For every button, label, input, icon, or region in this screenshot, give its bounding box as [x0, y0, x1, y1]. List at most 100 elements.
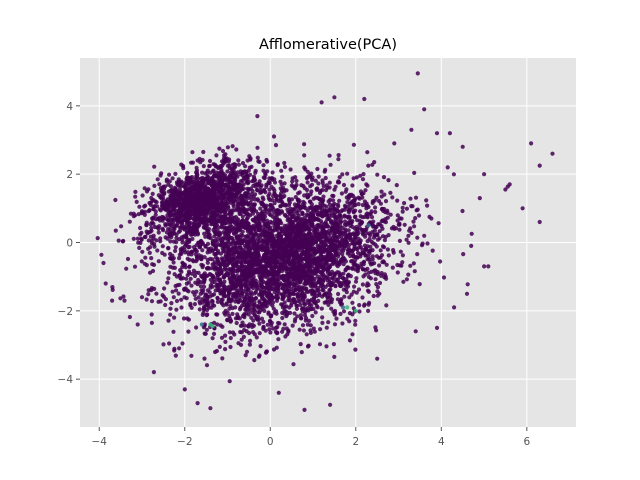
data-point: [339, 209, 344, 214]
data-point: [228, 335, 233, 341]
data-point: [336, 157, 341, 162]
data-point: [427, 214, 432, 219]
data-point: [238, 292, 243, 297]
data-point: [154, 238, 159, 243]
data-point: [160, 203, 165, 208]
data-point: [261, 319, 266, 324]
data-point: [299, 316, 304, 321]
data-point: [351, 253, 356, 259]
data-point: [332, 207, 337, 212]
data-point: [139, 236, 144, 241]
data-point: [297, 208, 302, 213]
data-point: [315, 243, 320, 248]
data-point: [124, 266, 129, 271]
data-point: [172, 226, 177, 231]
data-point: [297, 284, 302, 289]
data-point: [203, 182, 208, 187]
data-point: [132, 264, 138, 269]
data-point: [189, 186, 194, 192]
data-point: [235, 312, 240, 317]
data-point: [252, 358, 257, 363]
data-point: [422, 233, 427, 238]
data-point: [313, 229, 318, 234]
data-point: [244, 349, 250, 354]
data-point: [288, 262, 293, 267]
data-point: [362, 303, 367, 308]
data-point: [238, 342, 244, 347]
data-point: [185, 207, 190, 212]
data-point: [326, 320, 331, 325]
data-point: [360, 215, 365, 220]
grid: [80, 58, 576, 427]
data-point: [160, 226, 165, 231]
data-point: [252, 302, 257, 307]
data-point: [165, 280, 170, 285]
data-point: [215, 295, 220, 300]
data-point: [277, 321, 282, 326]
data-point: [241, 209, 246, 214]
data-point: [312, 233, 318, 238]
data-point: [162, 184, 168, 189]
data-point: [377, 263, 382, 268]
data-point: [379, 253, 385, 258]
data-point: [154, 291, 159, 296]
data-point: [196, 208, 201, 214]
data-point: [282, 311, 287, 316]
data-point: [336, 153, 341, 158]
data-point: [288, 310, 293, 315]
data-point: [251, 178, 256, 183]
data-point: [408, 196, 413, 201]
data-point: [179, 162, 184, 167]
data-point: [198, 160, 203, 165]
data-point: [238, 284, 243, 289]
data-point: [213, 232, 219, 237]
data-point: [236, 185, 241, 190]
data-point: [244, 218, 249, 223]
data-point: [305, 344, 311, 349]
data-point: [171, 260, 176, 265]
data-point: [311, 326, 316, 331]
data-point: [379, 189, 384, 194]
data-point: [140, 193, 145, 198]
data-point: [242, 323, 247, 328]
data-point: [461, 252, 466, 257]
data-point: [308, 243, 313, 249]
data-point: [416, 213, 422, 218]
data-point: [204, 187, 209, 192]
data-point: [328, 162, 333, 167]
data-point: [139, 230, 144, 235]
data-point: [338, 274, 343, 280]
data-point: [337, 175, 342, 180]
data-point: [320, 320, 325, 325]
data-point: [140, 249, 145, 254]
data-point: [210, 336, 215, 341]
data-point: [163, 302, 168, 308]
data-point: [205, 241, 211, 246]
data-point: [214, 153, 219, 158]
data-point: [152, 164, 157, 169]
data-point: [413, 195, 419, 200]
data-point: [335, 239, 340, 244]
data-point: [199, 184, 204, 190]
data-point: [338, 257, 343, 263]
data-point: [317, 190, 323, 195]
data-point: [184, 276, 189, 281]
data-point: [113, 228, 118, 233]
data-point: [260, 291, 265, 296]
data-point: [196, 277, 201, 283]
data-point: [207, 179, 212, 184]
data-point: [370, 162, 375, 167]
data-point: [148, 222, 153, 227]
data-point: [229, 211, 234, 216]
data-point: [168, 239, 173, 244]
data-point: [113, 197, 118, 203]
data-point: [274, 325, 279, 330]
data-point: [169, 210, 174, 215]
data-point: [424, 198, 429, 203]
data-point: [335, 229, 340, 235]
data-point: [327, 180, 332, 185]
data-point: [293, 205, 298, 210]
data-point: [292, 282, 297, 287]
data-point: [211, 238, 216, 243]
data-point: [326, 252, 331, 257]
